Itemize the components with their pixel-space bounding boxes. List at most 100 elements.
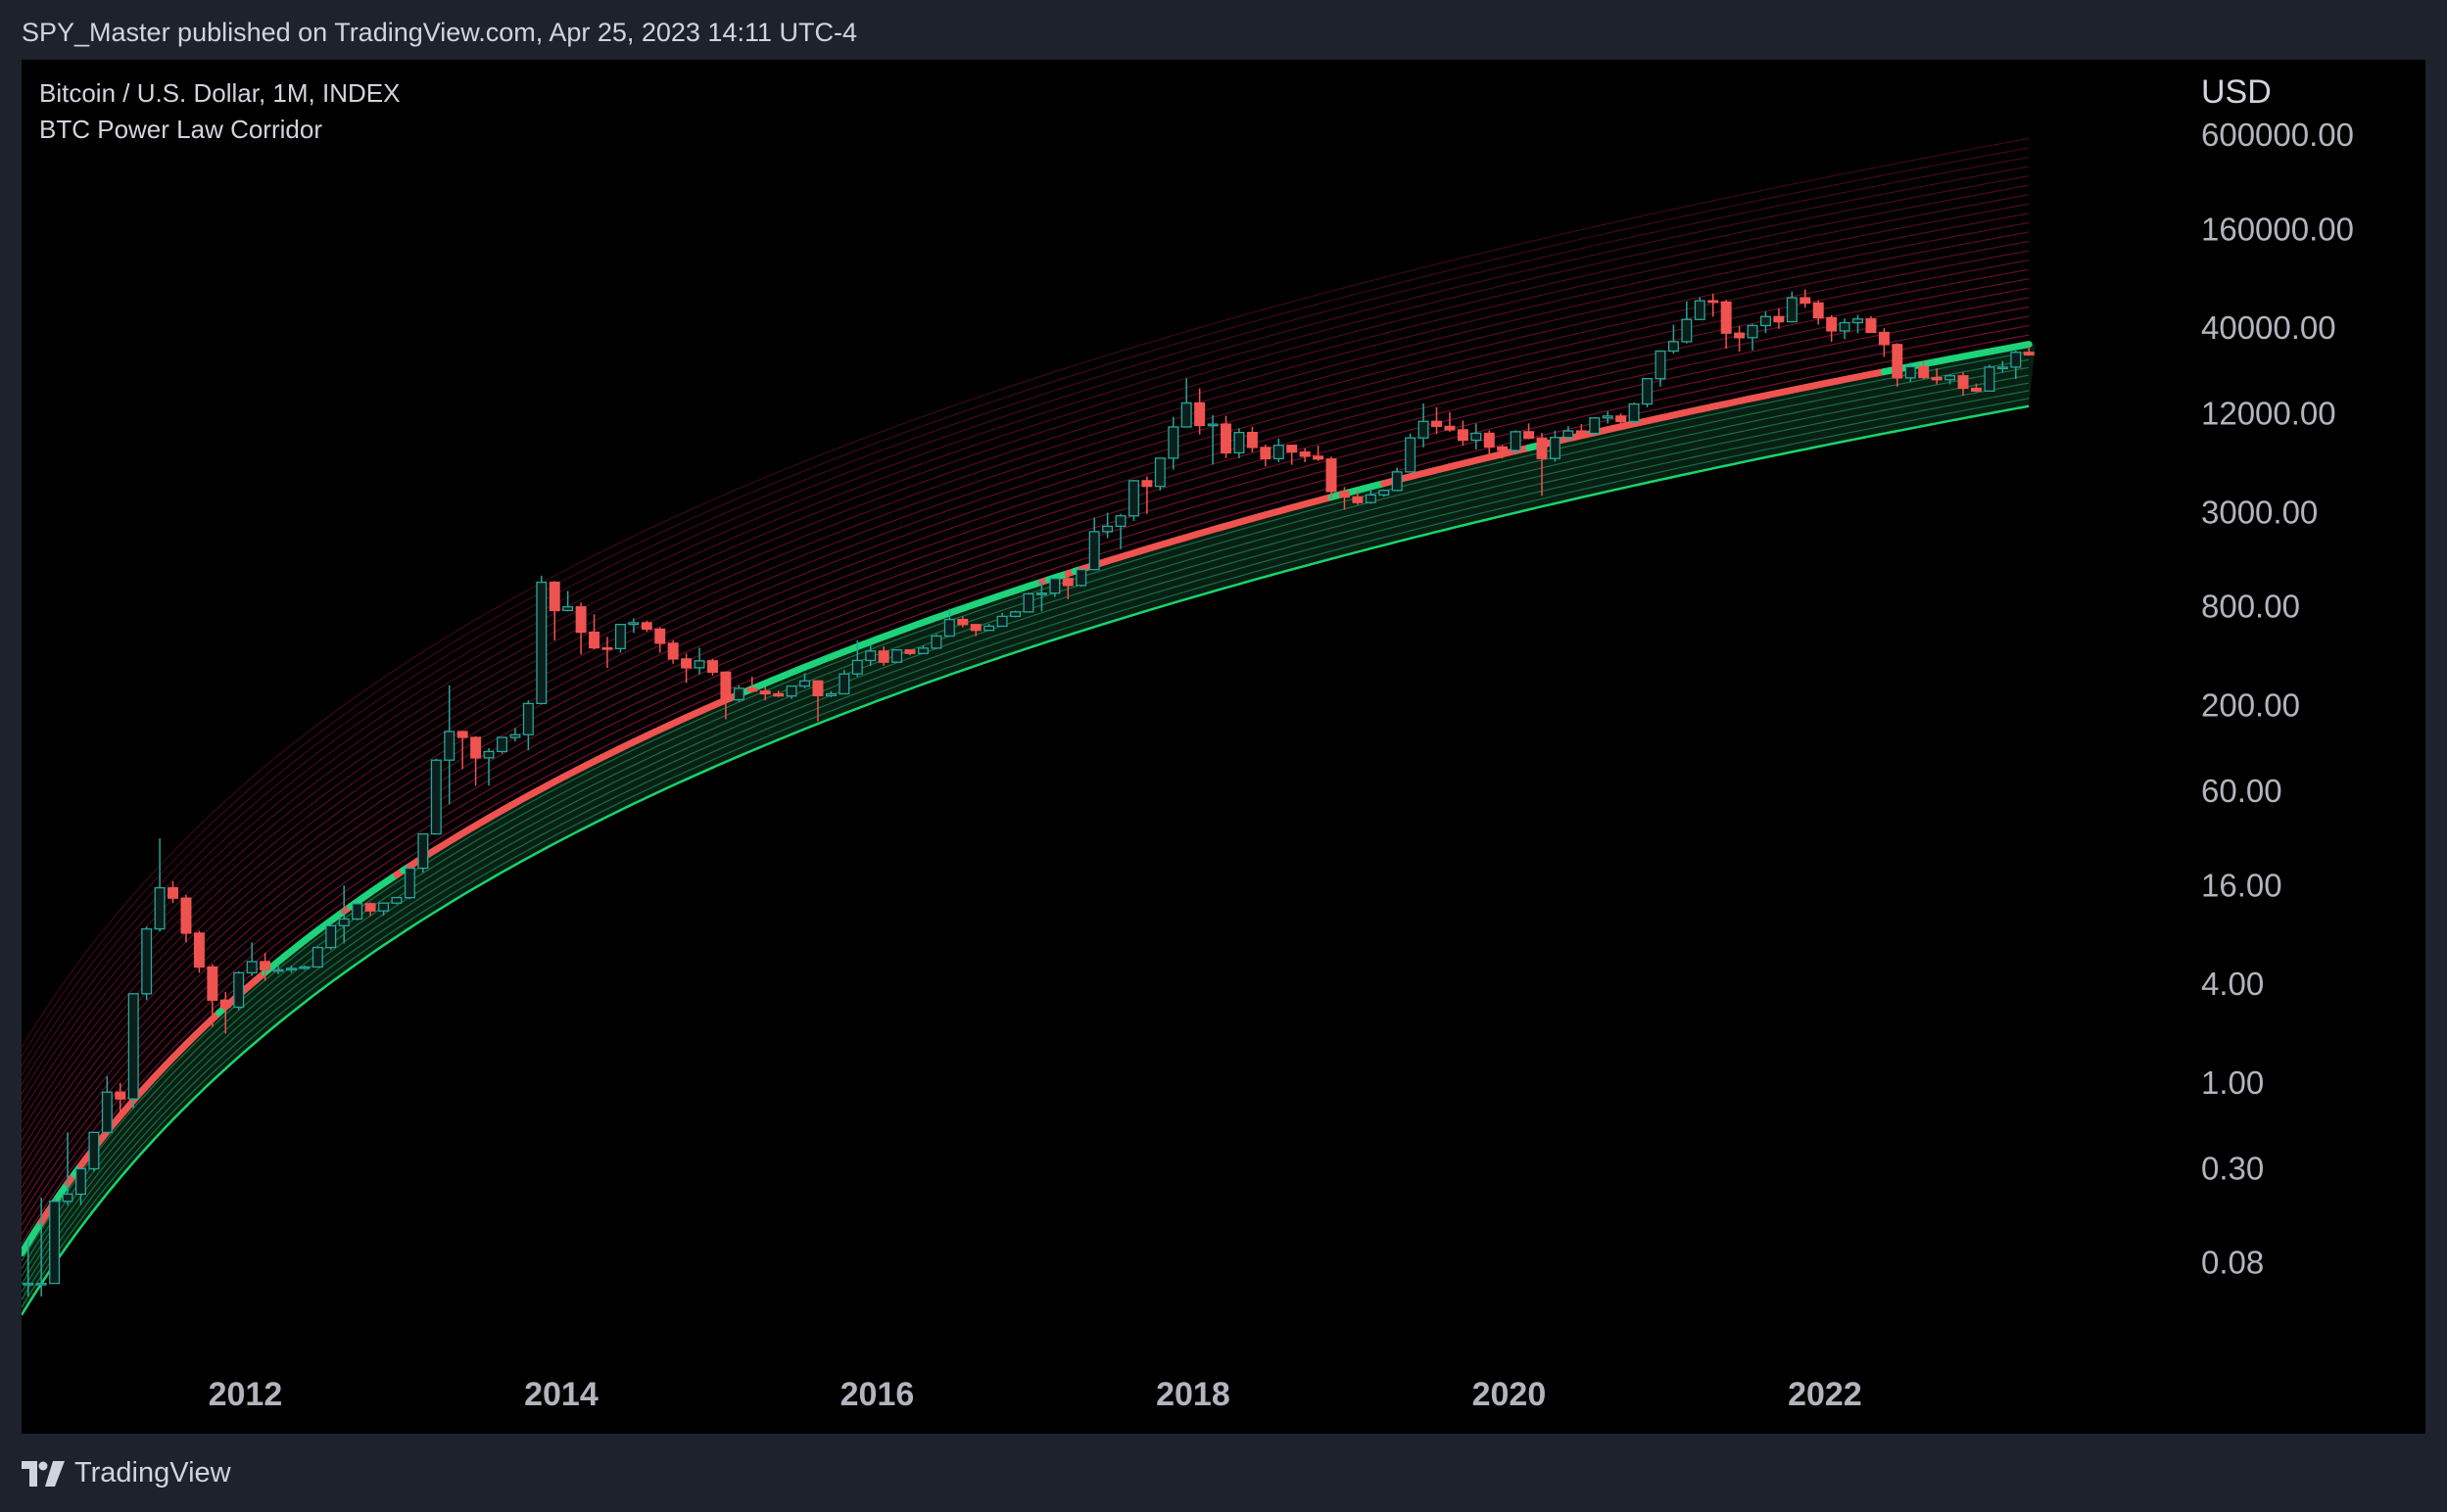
- candle: [681, 653, 693, 684]
- candle-body: [299, 966, 311, 969]
- symbol-title[interactable]: Bitcoin / U.S. Dollar, 1M, INDEX: [39, 78, 401, 108]
- candle: [1878, 328, 1890, 357]
- candle: [1444, 411, 1456, 432]
- candle-body: [917, 647, 929, 654]
- time-axis: 2012 2014 2016 2018 2020 2022: [209, 1376, 1862, 1413]
- candle: [522, 700, 534, 751]
- time-tick-label: 2016: [840, 1376, 915, 1413]
- candle: [786, 685, 797, 699]
- candle-body: [1615, 415, 1627, 423]
- candle-body: [246, 961, 258, 974]
- candle: [1062, 572, 1074, 599]
- upper-band-line: [22, 184, 2030, 1095]
- candle: [1852, 314, 1864, 334]
- fair-value-line: [1078, 494, 1335, 573]
- indicator-title[interactable]: BTC Power Law Corridor: [39, 115, 322, 144]
- candle: [180, 894, 192, 943]
- candle-body: [1035, 592, 1047, 595]
- candle-body: [88, 1131, 100, 1170]
- candle: [1483, 430, 1495, 458]
- candle-body: [496, 736, 507, 753]
- candle-body: [444, 731, 456, 761]
- candle: [601, 637, 613, 668]
- upper-band-line: [22, 297, 2030, 1207]
- candle: [1655, 350, 1666, 387]
- candle: [589, 614, 600, 650]
- candle: [1931, 368, 1943, 385]
- candle-body: [1313, 455, 1324, 460]
- candle: [1549, 430, 1560, 462]
- candle: [654, 627, 666, 653]
- candle-body: [825, 692, 837, 697]
- candle: [1154, 457, 1166, 491]
- candle: [1523, 423, 1535, 440]
- candle: [1076, 568, 1087, 588]
- candle-body: [1826, 316, 1838, 332]
- candle: [1378, 489, 1390, 497]
- upper-band-line: [22, 278, 2030, 1189]
- candle-body: [891, 649, 903, 663]
- candle-body: [628, 622, 640, 626]
- candle-body: [74, 1167, 86, 1196]
- candle: [865, 644, 877, 666]
- candle: [1233, 428, 1245, 458]
- candle-body: [1062, 578, 1074, 587]
- tradingview-logo-icon[interactable]: [22, 1460, 65, 1487]
- candle: [74, 1167, 86, 1205]
- upper-band-line: [22, 221, 2030, 1132]
- candle: [1128, 480, 1139, 522]
- candle-body: [562, 606, 574, 612]
- candle-body: [865, 650, 877, 662]
- candle: [272, 964, 284, 974]
- support-line: [22, 404, 2030, 1316]
- candle: [1918, 360, 1930, 380]
- candle: [1194, 388, 1206, 435]
- candle: [1589, 417, 1601, 435]
- candle-body: [1221, 423, 1232, 454]
- candle-body: [1720, 301, 1732, 334]
- candle: [1996, 360, 2008, 373]
- candle-body: [180, 897, 192, 934]
- candle: [352, 903, 363, 921]
- footer-brand[interactable]: TradingView: [74, 1457, 231, 1488]
- candle: [1970, 383, 1982, 393]
- upper-band-line: [22, 250, 2030, 1160]
- candle: [1325, 456, 1337, 499]
- price-tick-label: 200.00: [2201, 687, 2300, 724]
- candle: [1892, 343, 1903, 387]
- footer: TradingView: [22, 1457, 231, 1489]
- candle-body: [1049, 578, 1061, 594]
- candle: [1457, 420, 1468, 446]
- candle-body: [1642, 378, 1654, 405]
- candle: [49, 1198, 61, 1285]
- candle-body: [1115, 515, 1127, 528]
- price-tick-label: 16.00: [2201, 867, 2282, 903]
- candle: [799, 673, 811, 688]
- candle: [904, 649, 916, 656]
- candle-body: [35, 1282, 47, 1286]
- candle: [1628, 402, 1640, 425]
- chart-pane[interactable]: USD 600000.00 160000.00 40000.00 12000.00 30…: [22, 60, 2425, 1434]
- upper-band-line: [22, 203, 2030, 1113]
- candle-body: [1589, 417, 1601, 435]
- candle-body: [1431, 420, 1443, 428]
- candle-body: [1747, 324, 1758, 339]
- price-tick-label: 3000.00: [2201, 495, 2318, 531]
- candle-body: [1918, 365, 1930, 379]
- candle-body: [378, 902, 390, 912]
- price-tick-label: 60.00: [2201, 773, 2282, 809]
- candle: [1272, 438, 1284, 462]
- candle: [1260, 445, 1271, 467]
- candle-body: [352, 903, 363, 921]
- time-tick-label: 2022: [1788, 1376, 1862, 1413]
- candle: [404, 867, 415, 900]
- candle: [1497, 445, 1509, 459]
- btc-power-law-chart[interactable]: USD 600000.00 160000.00 40000.00 12000.00 30…: [22, 60, 2425, 1434]
- candle: [1431, 406, 1443, 435]
- fair-value-line: [77, 1009, 223, 1169]
- candle-body: [509, 733, 521, 738]
- candle-body: [49, 1201, 61, 1285]
- candle-body: [1352, 496, 1364, 503]
- time-tick-label: 2018: [1156, 1376, 1230, 1413]
- candle-body: [1799, 297, 1811, 305]
